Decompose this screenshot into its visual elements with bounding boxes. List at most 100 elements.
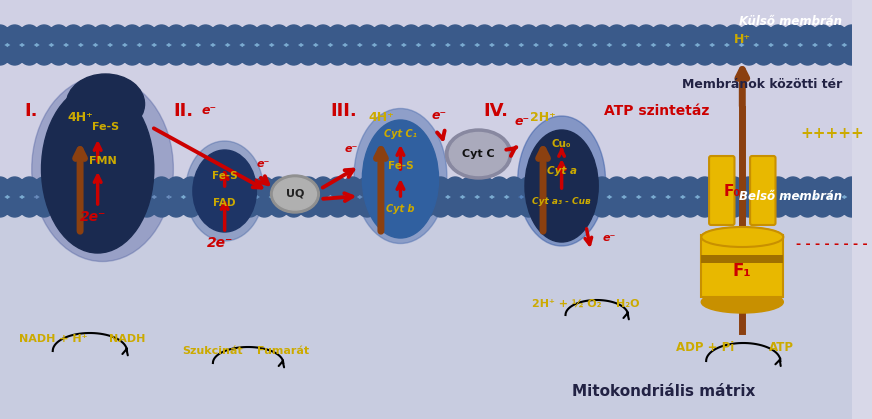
Circle shape [577,177,597,197]
Text: - - - - - - - -: - - - - - - - - [796,238,868,251]
Circle shape [739,45,759,65]
Circle shape [431,45,450,65]
Circle shape [607,177,627,197]
Circle shape [460,45,480,65]
Circle shape [828,25,847,45]
Circle shape [725,45,744,65]
Circle shape [152,25,172,45]
Circle shape [78,197,98,217]
Circle shape [416,45,436,65]
Circle shape [680,25,700,45]
Text: Szukcinát: Szukcinát [182,346,243,356]
Text: e⁻: e⁻ [432,109,447,122]
Circle shape [34,25,54,45]
Circle shape [622,45,641,65]
Circle shape [49,25,69,45]
Text: NADH + H⁺: NADH + H⁺ [19,334,88,344]
Circle shape [225,25,245,45]
Text: Membránok közötti tér: Membránok közötti tér [682,78,842,91]
Text: F₁: F₁ [733,262,752,280]
Circle shape [753,25,773,45]
Circle shape [152,197,172,217]
Circle shape [768,45,788,65]
Circle shape [167,25,186,45]
Text: e⁻: e⁻ [201,104,216,117]
Circle shape [725,197,744,217]
Circle shape [78,177,98,197]
Text: 4H⁺: 4H⁺ [67,111,93,124]
Circle shape [107,25,127,45]
Circle shape [5,197,24,217]
Circle shape [695,197,715,217]
Circle shape [255,25,274,45]
Circle shape [49,45,69,65]
Circle shape [446,177,465,197]
Text: F₀: F₀ [724,184,741,199]
Circle shape [504,25,524,45]
Circle shape [78,45,98,65]
Circle shape [637,25,656,45]
Circle shape [665,197,685,217]
Circle shape [343,45,362,65]
Circle shape [372,25,392,45]
Circle shape [841,197,862,217]
FancyBboxPatch shape [709,156,734,225]
Circle shape [122,197,142,217]
Circle shape [137,197,157,217]
Circle shape [313,177,333,197]
Circle shape [474,197,494,217]
Circle shape [284,197,303,217]
Circle shape [680,45,700,65]
Circle shape [313,25,333,45]
Circle shape [225,177,245,197]
Circle shape [255,45,274,65]
Circle shape [269,25,289,45]
Circle shape [562,25,582,45]
Circle shape [534,197,553,217]
Circle shape [386,177,406,197]
Circle shape [622,25,641,45]
Circle shape [607,45,627,65]
Circle shape [695,177,715,197]
Circle shape [152,45,172,65]
Circle shape [828,177,847,197]
Circle shape [783,197,803,217]
Circle shape [828,45,847,65]
Text: IV.: IV. [484,102,508,120]
Circle shape [401,45,421,65]
Circle shape [284,25,303,45]
Text: H⁺: H⁺ [734,33,751,46]
Circle shape [328,45,348,65]
Circle shape [637,45,656,65]
Circle shape [93,45,112,65]
Circle shape [577,45,597,65]
Circle shape [328,197,348,217]
Circle shape [592,177,612,197]
Circle shape [739,177,759,197]
Circle shape [358,45,377,65]
Ellipse shape [446,129,512,179]
Circle shape [416,177,436,197]
Circle shape [343,25,362,45]
Circle shape [665,25,685,45]
Circle shape [137,177,157,197]
Circle shape [122,25,142,45]
Circle shape [34,45,54,65]
Circle shape [489,197,509,217]
Text: e⁻: e⁻ [257,159,270,169]
Circle shape [240,25,260,45]
Circle shape [225,197,245,217]
Circle shape [577,197,597,217]
Circle shape [5,25,24,45]
Circle shape [592,197,612,217]
Text: 2e⁻: 2e⁻ [79,210,106,224]
Text: 2H⁺ + ½ O₂: 2H⁺ + ½ O₂ [532,299,601,309]
Circle shape [828,197,847,217]
Text: UQ: UQ [286,189,304,199]
Circle shape [768,197,788,217]
Circle shape [137,25,157,45]
Circle shape [181,197,201,217]
Circle shape [753,45,773,65]
Circle shape [93,25,112,45]
Circle shape [269,45,289,65]
